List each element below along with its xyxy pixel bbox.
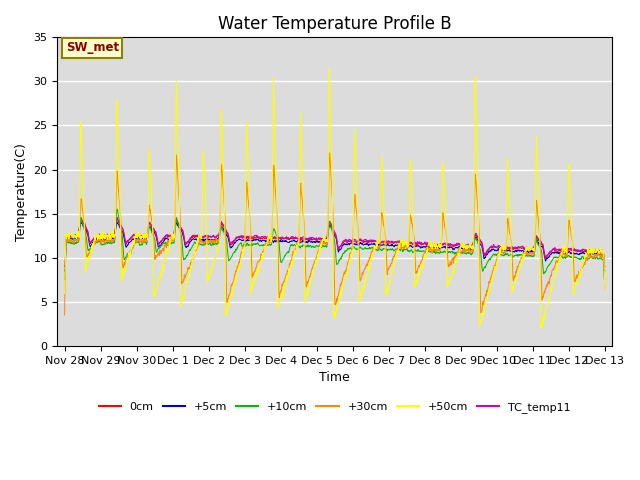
0cm xyxy=(309,236,317,242)
0cm xyxy=(585,247,593,253)
+10cm xyxy=(324,240,332,245)
Line: 0cm: 0cm xyxy=(65,219,605,266)
+10cm xyxy=(88,244,96,250)
0cm xyxy=(324,232,332,238)
0cm xyxy=(586,248,593,254)
+50cm xyxy=(537,325,545,331)
+10cm xyxy=(586,255,593,261)
+10cm xyxy=(309,244,317,250)
+10cm xyxy=(585,255,593,261)
+10cm xyxy=(601,277,609,283)
+30cm xyxy=(486,277,494,283)
TC_temp11 xyxy=(88,238,96,243)
+30cm xyxy=(601,286,609,291)
TC_temp11 xyxy=(61,264,68,269)
TC_temp11 xyxy=(586,247,593,252)
+5cm xyxy=(486,248,494,253)
TC_temp11 xyxy=(601,264,609,269)
Title: Water Temperature Profile B: Water Temperature Profile B xyxy=(218,15,451,33)
+5cm xyxy=(61,268,68,274)
+5cm xyxy=(601,268,609,274)
TC_temp11 xyxy=(309,235,317,240)
TC_temp11 xyxy=(113,215,121,220)
Line: +30cm: +30cm xyxy=(65,153,605,315)
+30cm xyxy=(61,312,68,318)
+50cm xyxy=(486,286,494,292)
0cm xyxy=(88,239,96,244)
+10cm xyxy=(61,277,68,283)
+50cm xyxy=(61,291,68,297)
+10cm xyxy=(486,257,494,263)
0cm xyxy=(486,244,494,250)
+50cm xyxy=(601,286,609,292)
X-axis label: Time: Time xyxy=(319,371,350,384)
+30cm xyxy=(326,150,333,156)
TC_temp11 xyxy=(585,247,593,252)
+50cm xyxy=(309,271,317,276)
+5cm xyxy=(585,252,593,257)
Line: TC_temp11: TC_temp11 xyxy=(65,217,605,266)
Line: +50cm: +50cm xyxy=(65,68,605,328)
0cm xyxy=(61,264,68,269)
+50cm xyxy=(88,246,96,252)
+30cm xyxy=(309,263,317,268)
Legend: 0cm, +5cm, +10cm, +30cm, +50cm, TC_temp11: 0cm, +5cm, +10cm, +30cm, +50cm, TC_temp1… xyxy=(94,397,575,418)
+10cm xyxy=(113,206,121,212)
+5cm xyxy=(309,239,317,244)
+50cm xyxy=(586,250,593,256)
0cm xyxy=(113,216,120,222)
Line: +5cm: +5cm xyxy=(65,222,605,271)
+30cm xyxy=(323,241,331,247)
+30cm xyxy=(88,243,96,249)
+50cm xyxy=(586,249,593,254)
TC_temp11 xyxy=(324,231,332,237)
+30cm xyxy=(586,252,593,258)
Line: +10cm: +10cm xyxy=(65,209,605,280)
Y-axis label: Temperature(C): Temperature(C) xyxy=(15,143,28,240)
+50cm xyxy=(323,238,331,244)
+5cm xyxy=(88,241,96,247)
+50cm xyxy=(326,65,333,71)
0cm xyxy=(601,264,609,269)
+5cm xyxy=(586,252,593,258)
TC_temp11 xyxy=(486,244,494,250)
+30cm xyxy=(585,253,593,259)
+5cm xyxy=(113,219,120,225)
Text: SW_met: SW_met xyxy=(66,41,119,54)
+5cm xyxy=(324,235,332,241)
